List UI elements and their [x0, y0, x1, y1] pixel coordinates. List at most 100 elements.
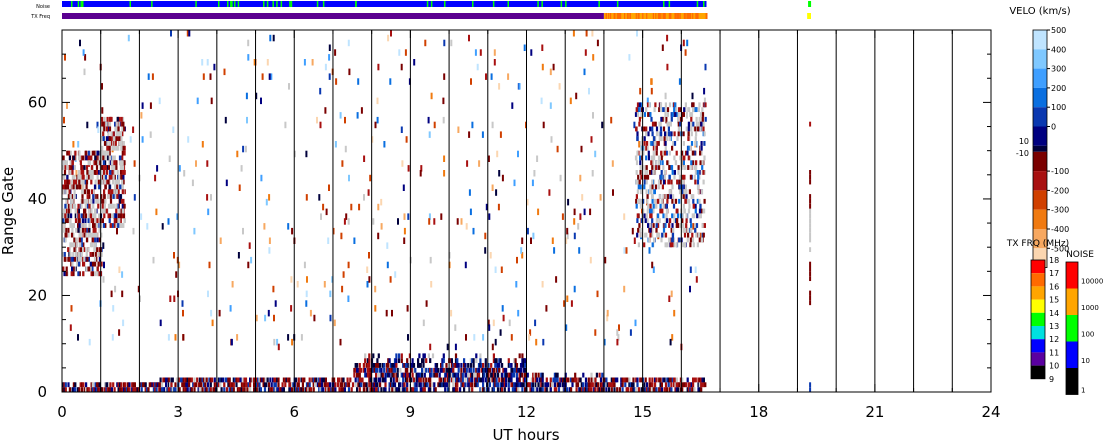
scatter-cell [461, 372, 464, 378]
scatter-cell [465, 367, 468, 373]
scatter-cell [514, 382, 517, 388]
scatter-cell [494, 363, 497, 368]
scatter-cell [571, 382, 574, 388]
scatter-cell [809, 194, 812, 199]
scatter-cell [106, 155, 109, 161]
scatter-cell [652, 266, 655, 273]
scatter-cell [548, 387, 551, 393]
scatter-cell [398, 49, 401, 56]
scatter-cell [72, 387, 75, 393]
scatter-cell [410, 377, 413, 383]
scatter-cell [653, 121, 656, 127]
scatter-cell [204, 387, 207, 393]
scatter-cell [682, 150, 685, 156]
scatter-cell [613, 382, 616, 388]
scatter-cell [159, 387, 162, 393]
scatter-cell [92, 227, 95, 233]
scatter-cell [677, 112, 680, 117]
scatter-cell [655, 203, 658, 209]
scatter-cell [257, 377, 260, 383]
scatter-cell [79, 247, 82, 253]
scatter-cell [632, 377, 635, 383]
scatter-cell [584, 387, 588, 393]
scatter-cell [202, 377, 206, 383]
scatter-cell [92, 194, 95, 199]
scatter-cell [225, 377, 229, 383]
scatter-cell [649, 213, 652, 219]
scatter-cell [235, 382, 238, 388]
scatter-cell [98, 184, 101, 190]
scatter-cell [502, 367, 505, 373]
noise-strip-mark [703, 1, 705, 7]
scatter-cell [684, 102, 687, 108]
scatter-cell [534, 377, 537, 383]
scatter-cell [442, 367, 445, 373]
scatter-cell [72, 232, 75, 238]
scatter-cell [645, 189, 648, 195]
scatter-cell [82, 271, 85, 277]
scatter-cell [320, 377, 323, 383]
scatter-cell [598, 372, 601, 378]
scatter-cell [596, 39, 599, 47]
scatter-cell [632, 382, 635, 388]
scatter-cell [65, 179, 68, 185]
scatter-cell [309, 387, 313, 393]
scatter-cell [71, 242, 74, 248]
scatter-cell [67, 203, 70, 209]
scatter-cell [108, 387, 111, 393]
scatter-cell [612, 189, 614, 196]
scatter-cell [537, 382, 540, 388]
scatter-cell [664, 145, 667, 151]
scatter-cell [453, 372, 456, 378]
scatter-cell [320, 382, 323, 388]
scatter-cell [365, 372, 368, 378]
scatter-cell [489, 252, 492, 259]
scatter-cell [496, 372, 500, 378]
scatter-cell [95, 387, 99, 393]
scatter-cell [624, 377, 627, 383]
scatter-cell [223, 382, 226, 388]
scatter-cell [660, 237, 663, 243]
scatter-cell [809, 382, 812, 388]
scatter-cell [74, 387, 77, 393]
scatter-cell [691, 237, 695, 243]
scatter-cell [483, 367, 486, 373]
scatter-cell [110, 136, 113, 142]
scatter-cell [87, 174, 90, 180]
scatter-cell [84, 150, 87, 156]
scatter-cell [470, 78, 472, 85]
scatter-cell [620, 377, 623, 383]
scatter-cell [577, 223, 580, 230]
scatter-cell [666, 198, 669, 204]
scatter-cell [255, 314, 258, 322]
scatter-cell [380, 198, 383, 206]
scatter-cell [73, 165, 76, 170]
scatter-cell [87, 387, 90, 393]
scatter-cell [68, 179, 71, 185]
scatter-cell [212, 387, 215, 393]
scatter-cell [236, 334, 239, 341]
scatter-cell [454, 382, 458, 388]
scatter-cell [348, 174, 350, 182]
scatter-cell [64, 184, 67, 190]
scatter-cell [473, 334, 476, 341]
scatter-cell [651, 155, 654, 161]
scatter-cell [579, 382, 582, 388]
scatter-cell [123, 189, 126, 195]
scatter-cell [612, 382, 615, 388]
scatter-cell [93, 150, 96, 156]
scatter-cell [422, 363, 425, 368]
scatter-cell [400, 126, 403, 133]
scatter-cell [689, 112, 692, 117]
scatter-cell [323, 382, 326, 388]
scatter-cell [661, 208, 664, 214]
scatter-cell [87, 208, 91, 214]
scatter-cell [102, 131, 105, 137]
scatter-cell [647, 155, 651, 161]
scatter-cell [521, 353, 524, 359]
scatter-cell [380, 387, 383, 393]
scatter-cell [464, 367, 467, 373]
scatter-cell [183, 382, 187, 388]
scatter-cell [115, 165, 118, 170]
scatter-cell [691, 160, 694, 166]
